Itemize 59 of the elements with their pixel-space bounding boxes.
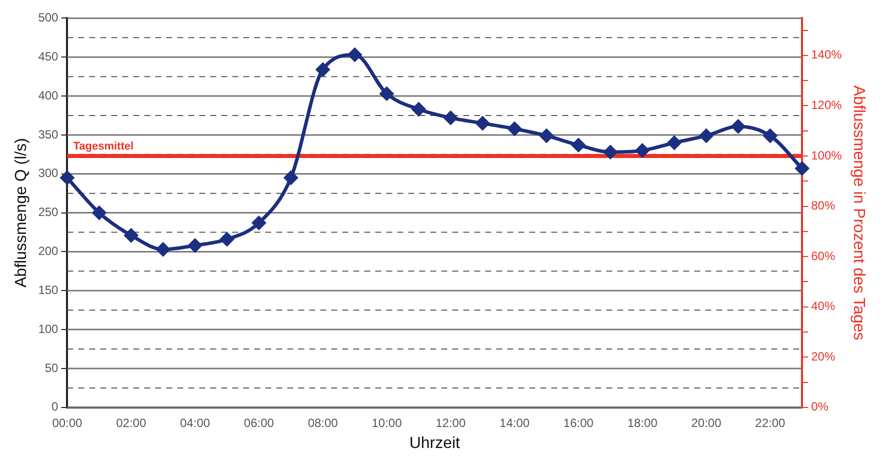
point	[508, 122, 522, 136]
y-tick-label: 50	[44, 360, 59, 375]
point	[124, 228, 138, 242]
point	[284, 171, 298, 185]
y-tick-label: 500	[38, 10, 59, 25]
point	[636, 144, 650, 158]
x-tick-label: 16:00	[563, 416, 594, 430]
point	[476, 116, 490, 130]
y-axis-title: Abflussmenge Q (l/s)	[13, 138, 30, 288]
point	[604, 145, 618, 159]
y2-tick-label: 60%	[811, 248, 836, 263]
x-tick-label: 08:00	[308, 416, 338, 430]
x-tick-label: 20:00	[691, 416, 722, 430]
point	[731, 120, 745, 134]
y-tick-label: 0	[52, 400, 59, 414]
y2-axis-title: Abflussmenge in Prozent des Tages	[850, 85, 867, 340]
x-tick-label: 04:00	[180, 416, 210, 430]
y2-tick-label: 140%	[811, 48, 842, 62]
ref-line-label: Tagesmittel	[73, 140, 134, 153]
point	[763, 128, 777, 142]
point	[412, 102, 426, 116]
point	[668, 136, 682, 150]
y-tick-label: 450	[38, 49, 59, 64]
y2-tick-label: 100%	[811, 148, 842, 162]
y2-tick-label: 80%	[811, 198, 836, 213]
point	[188, 238, 202, 252]
x-tick-label: 18:00	[627, 416, 658, 430]
y-tick-label: 100	[38, 322, 59, 336]
point	[316, 62, 330, 76]
x-tick-label: 02:00	[116, 416, 146, 430]
y-tick-label: 250	[38, 205, 59, 220]
point	[700, 128, 714, 142]
y2-tick-label: 20%	[811, 349, 836, 364]
x-tick-label: 14:00	[500, 416, 530, 430]
x-tick-label: 12:00	[436, 416, 466, 430]
y-tick-label: 150	[38, 282, 59, 297]
point	[220, 232, 234, 246]
point	[156, 242, 170, 256]
y2-tick-label: 120%	[811, 98, 842, 112]
y-tick-label: 400	[38, 88, 59, 102]
x-tick-label: 06:00	[244, 416, 274, 430]
point	[795, 162, 809, 176]
point	[572, 138, 586, 152]
x-axis-title: Uhrzeit	[409, 434, 461, 452]
point	[348, 48, 362, 62]
point	[92, 206, 106, 220]
point	[444, 111, 458, 125]
x-tick-label: 00:00	[52, 416, 83, 430]
point	[252, 216, 266, 230]
y-tick-label: 200	[38, 244, 59, 258]
x-tick-label: 10:00	[372, 416, 402, 430]
x-tick-label: 22:00	[755, 416, 786, 430]
y-tick-label: 350	[38, 127, 59, 142]
point	[540, 128, 554, 142]
point	[380, 86, 394, 100]
y2-tick-label: 40%	[811, 299, 836, 314]
point	[60, 171, 74, 185]
y2-tick-label: 0%	[811, 400, 829, 414]
y-tick-label: 300	[38, 166, 59, 180]
